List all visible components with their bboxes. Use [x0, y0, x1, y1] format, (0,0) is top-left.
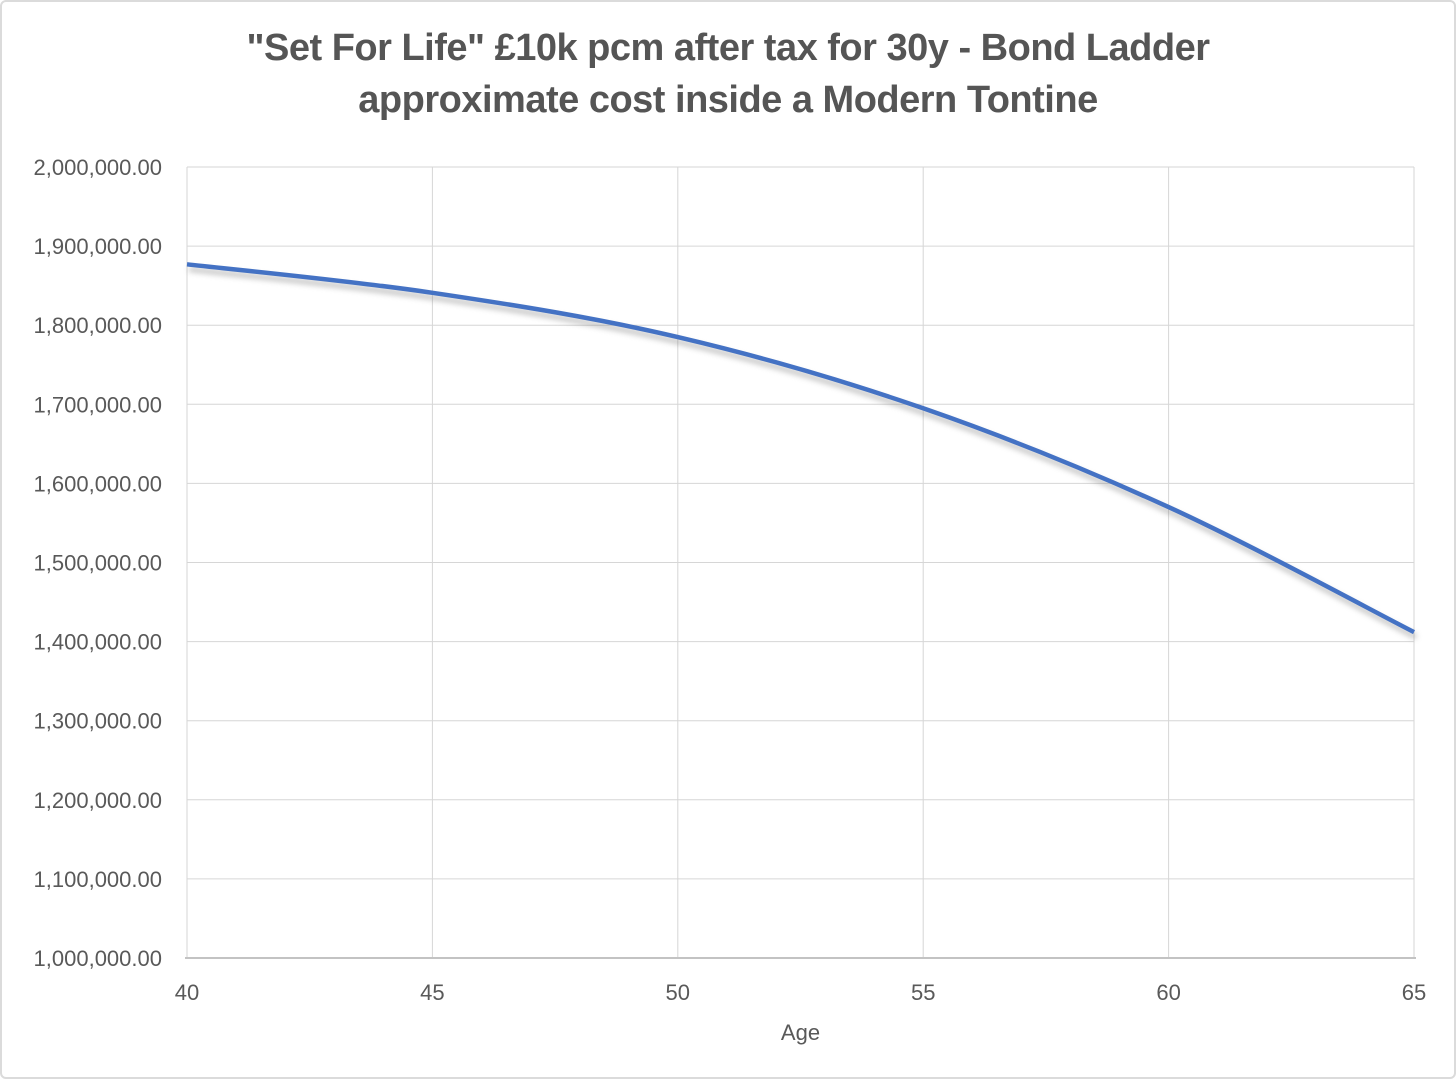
- y-tick-label: 1,000,000.00: [34, 946, 162, 971]
- axis-lines: [185, 167, 1416, 959]
- y-tick-label: 2,000,000.00: [34, 155, 162, 180]
- x-tick-label: 65: [1402, 980, 1426, 1005]
- x-tick-label: 60: [1156, 980, 1180, 1005]
- cost-line-series: [186, 262, 1416, 635]
- chart-title: "Set For Life" £10k pcm after tax for 30…: [2, 22, 1454, 126]
- y-tick-label: 1,500,000.00: [34, 551, 162, 576]
- y-tick-label: 1,300,000.00: [34, 709, 162, 734]
- y-tick-label: 1,600,000.00: [34, 471, 162, 496]
- y-tick-label: 1,900,000.00: [34, 234, 162, 259]
- x-tick-label: 40: [175, 980, 199, 1005]
- x-axis-tick-labels: 40 45 50 55 60 65: [175, 980, 1426, 1005]
- y-tick-label: 1,800,000.00: [34, 313, 162, 338]
- y-axis-tick-labels: 1,000,000.00 1,100,000.00 1,200,000.00 1,30…: [34, 155, 162, 971]
- x-tick-label: 50: [666, 980, 690, 1005]
- chart-title-line-2: approximate cost inside a Modern Tontine: [358, 79, 1098, 121]
- y-tick-label: 1,200,000.00: [34, 788, 162, 813]
- y-tick-label: 1,700,000.00: [34, 392, 162, 417]
- chart-title-line-1: "Set For Life" £10k pcm after tax for 30…: [246, 27, 1210, 69]
- gridlines: [187, 166, 1415, 958]
- x-tick-label: 55: [911, 980, 935, 1005]
- y-tick-label: 1,400,000.00: [34, 630, 162, 655]
- x-axis-title: Age: [781, 1020, 820, 1045]
- y-tick-label: 1,100,000.00: [34, 867, 162, 892]
- x-tick-label: 45: [420, 980, 444, 1005]
